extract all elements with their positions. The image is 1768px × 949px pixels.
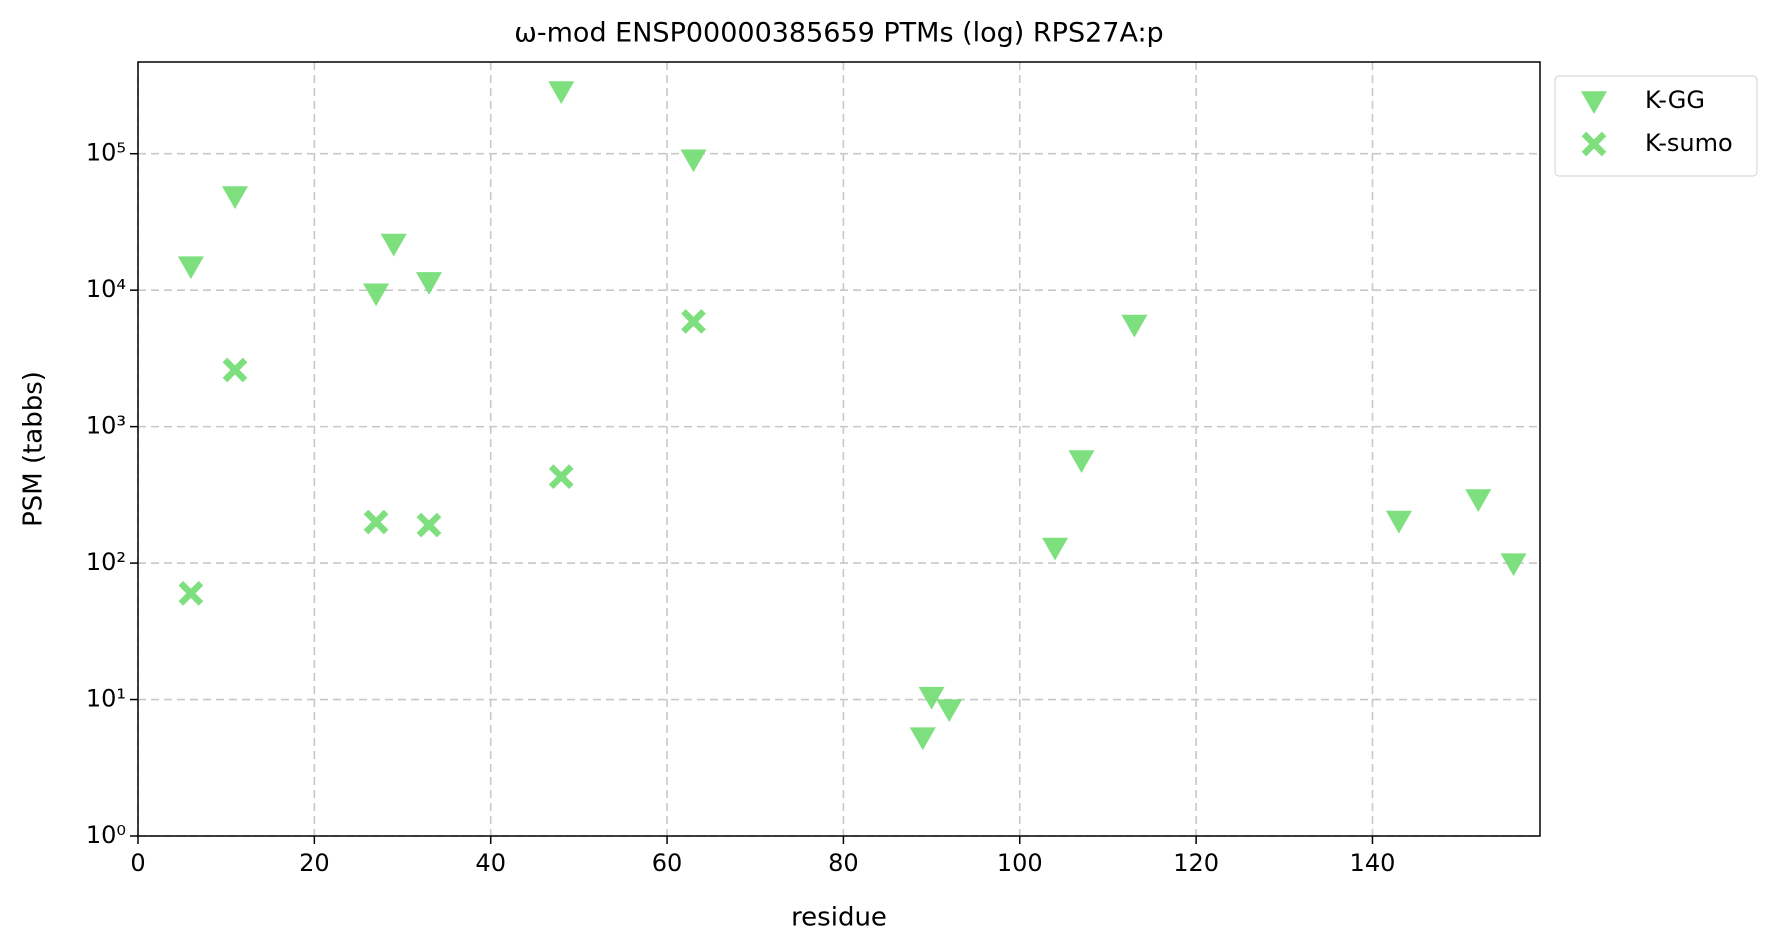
point: [1068, 450, 1095, 473]
legend-label: K-GG: [1645, 86, 1705, 114]
x-tick-label: 40: [475, 849, 506, 877]
x-tick-label: 60: [652, 849, 683, 877]
point: [178, 581, 204, 606]
x-tick-label: 80: [828, 849, 859, 877]
y-axis-label: PSM (tabbs): [19, 371, 49, 527]
x-tick-label: 0: [130, 849, 145, 877]
legend-label: K-sumo: [1645, 129, 1733, 157]
point: [1042, 537, 1069, 561]
x-tick-label: 140: [1350, 849, 1396, 877]
point: [1121, 314, 1148, 338]
point: [363, 509, 389, 535]
point: [416, 512, 442, 538]
point: [681, 309, 706, 334]
point: [918, 686, 945, 710]
chart-title: ω-mod ENSP00000385659 PTMs (log) RPS27A:…: [514, 18, 1163, 49]
y-tick-label: 10²: [86, 548, 126, 576]
y-tick-label: 10⁴: [86, 275, 126, 303]
x-tick-label: 120: [1173, 849, 1219, 877]
x-axis-label: residue: [791, 903, 887, 933]
point: [680, 149, 707, 173]
point: [1500, 553, 1527, 577]
legend-marker: [1581, 91, 1607, 114]
point: [909, 727, 936, 751]
point: [222, 357, 248, 383]
point: [221, 186, 248, 209]
x-tick-label: 20: [299, 849, 330, 877]
y-tick-label: 10¹: [86, 685, 126, 713]
point: [1385, 510, 1412, 534]
legend-marker: [1581, 131, 1607, 157]
point: [936, 699, 963, 723]
point: [177, 256, 204, 280]
y-tick-label: 10⁰: [86, 821, 126, 849]
point: [548, 81, 575, 105]
point: [548, 464, 574, 489]
plot-frame: [137, 61, 1541, 837]
point: [415, 272, 442, 295]
y-tick-label: 10⁵: [86, 139, 126, 167]
point: [1465, 489, 1492, 512]
y-tick-label: 10³: [86, 412, 126, 440]
x-tick-label: 100: [997, 849, 1043, 877]
point: [363, 283, 390, 307]
point: [380, 233, 407, 257]
